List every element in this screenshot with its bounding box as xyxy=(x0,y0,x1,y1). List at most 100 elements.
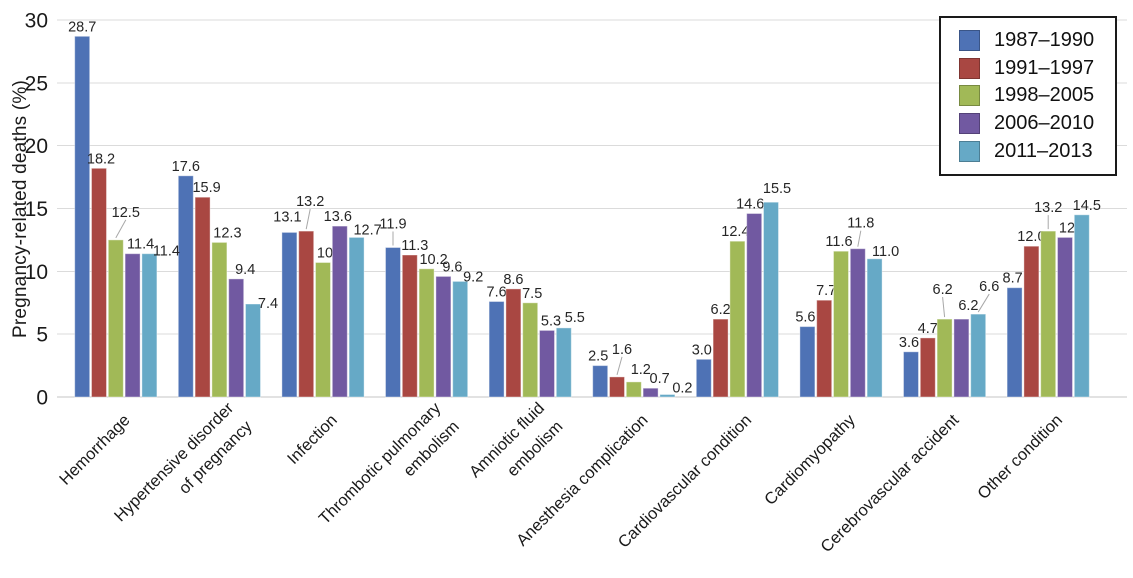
bar-value-label: 12.7 xyxy=(353,222,381,238)
bar-value-label: 1.6 xyxy=(612,342,632,358)
bar xyxy=(385,247,401,398)
bar xyxy=(1023,245,1040,398)
bar xyxy=(642,387,659,398)
bar-value-label: 6.2 xyxy=(711,302,731,318)
bar-value-label: 2.5 xyxy=(588,349,608,365)
y-tick-label: 20 xyxy=(25,135,48,158)
bar xyxy=(592,365,609,398)
x-category-label: Thrombotic pulmonaryembolism xyxy=(316,399,464,547)
bar xyxy=(763,201,779,398)
bar xyxy=(609,376,625,398)
bar-value-label: 5.3 xyxy=(541,313,561,329)
bar-value-label: 13.2 xyxy=(1034,200,1062,216)
legend-label: 1998–2005 xyxy=(994,84,1095,107)
x-category-label: Cardiomyopathy xyxy=(761,411,859,509)
bar-value-label: 14.6 xyxy=(736,197,764,213)
bar-value-label: 15.5 xyxy=(763,181,791,197)
bar-value-label: 11.6 xyxy=(825,234,852,250)
x-category-label: Infection xyxy=(284,411,341,468)
bar xyxy=(816,299,833,398)
label-leader-line xyxy=(857,230,862,247)
bar xyxy=(659,394,676,398)
y-tick-label: 0 xyxy=(36,387,48,410)
y-tick-label: 25 xyxy=(25,72,48,95)
bar-value-label: 5.5 xyxy=(565,310,585,326)
bar xyxy=(401,254,418,398)
y-tick-label: 10 xyxy=(25,261,48,284)
bar-value-label: 12.0 xyxy=(1017,229,1045,245)
legend-item-2011-2013: 2011–2013 xyxy=(959,140,1109,163)
bar xyxy=(522,302,539,398)
bar xyxy=(211,241,228,398)
bar xyxy=(799,326,816,398)
x-category-label: Amniotic fluidembolism xyxy=(466,399,566,499)
bar-value-label: 6.6 xyxy=(979,279,999,295)
bar xyxy=(228,278,245,398)
bar xyxy=(1040,230,1057,398)
legend-label: 2011–2013 xyxy=(994,139,1093,162)
bar xyxy=(539,329,555,398)
label-leader-line xyxy=(115,219,127,239)
bar-value-label: 7.6 xyxy=(487,285,507,301)
legend-label: 1991–1997 xyxy=(994,56,1095,79)
bar xyxy=(833,250,849,398)
legend-item-2006-2010: 2006–2010 xyxy=(959,112,1109,135)
bar-value-label: 0.7 xyxy=(650,371,670,387)
bar xyxy=(1073,214,1090,398)
x-category-label-line: Hemorrhage xyxy=(56,411,134,489)
bar-value-label: 6.2 xyxy=(933,282,953,298)
bar-value-label: 9.4 xyxy=(235,262,255,278)
bar xyxy=(418,268,435,398)
bar-value-label: 11.3 xyxy=(401,238,428,254)
bar-value-label: 17.6 xyxy=(172,159,200,175)
bar-value-label: 11.9 xyxy=(379,217,406,233)
bar-value-label: 3.6 xyxy=(899,335,919,351)
legend: 1987–1990 1991–1997 1998–2005 2006–2010 … xyxy=(939,16,1117,176)
bar xyxy=(107,239,124,398)
legend-item-1987-1990: 1987–1990 xyxy=(959,29,1109,52)
bar xyxy=(866,258,883,398)
bar xyxy=(177,175,194,398)
y-tick-label: 5 xyxy=(36,324,48,347)
bar-value-label: 3.0 xyxy=(692,342,712,358)
bar xyxy=(331,225,348,398)
bar xyxy=(919,337,936,398)
bar-value-label: 11.0 xyxy=(872,244,899,260)
bar-value-label: 9.6 xyxy=(442,259,462,275)
label-leader-line xyxy=(977,293,990,313)
x-category-label: Hypertensive disorderof pregnancy xyxy=(111,399,256,544)
legend-swatch-2011-2013-icon xyxy=(959,140,980,162)
x-category-label-line: Cardiomyopathy xyxy=(761,411,859,509)
legend-swatch-2006-2010-icon xyxy=(959,113,980,135)
legend-item-1991-1997: 1991–1997 xyxy=(959,57,1109,80)
bar xyxy=(281,231,298,398)
bar-value-label: 4.7 xyxy=(918,321,938,337)
label-leader-line xyxy=(305,209,311,230)
bar xyxy=(695,358,712,398)
bar-value-label: 18.2 xyxy=(87,151,115,167)
bar-value-label: 12.4 xyxy=(721,224,749,240)
bar xyxy=(903,351,919,398)
bar xyxy=(141,253,158,398)
bar xyxy=(953,318,970,398)
bar-value-label: 15.9 xyxy=(192,180,220,196)
bar-value-label: 11.4 xyxy=(153,244,180,260)
bar xyxy=(746,213,763,398)
bar-value-label: 1.2 xyxy=(631,362,651,378)
bar-value-label: 6.2 xyxy=(958,298,978,314)
bar xyxy=(124,253,141,398)
bar xyxy=(505,288,522,398)
bar-value-label: 14.5 xyxy=(1073,198,1101,214)
bar-value-label: 10.2 xyxy=(419,252,447,268)
bar xyxy=(1057,236,1073,398)
bar xyxy=(970,313,987,398)
legend-swatch-1991-1997-icon xyxy=(959,57,980,79)
bar xyxy=(555,327,572,398)
bar xyxy=(194,196,211,398)
bar xyxy=(245,303,261,398)
bar xyxy=(348,236,365,398)
bar-value-label: 7.7 xyxy=(816,283,836,299)
y-axis-title: Pregnancy-related deaths (%) xyxy=(10,80,31,339)
x-category-label-line: Infection xyxy=(284,411,341,468)
